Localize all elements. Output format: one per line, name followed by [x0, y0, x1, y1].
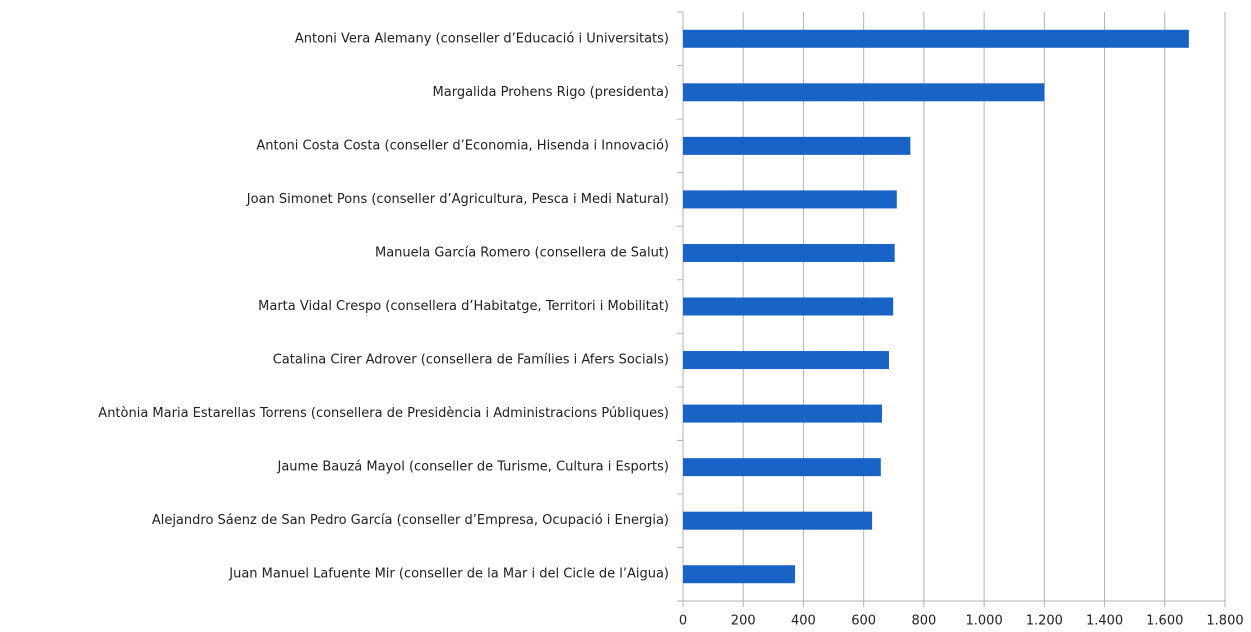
- y-tick-label: Joan Simonet Pons (conseller d’Agricultu…: [246, 192, 669, 207]
- x-tick-label: 1.000: [966, 614, 1003, 629]
- bar: [683, 404, 883, 423]
- y-tick-label: Antoni Costa Costa (conseller d’Economia…: [256, 138, 669, 153]
- y-tick-label: Antònia Maria Estarellas Torrens (consel…: [98, 406, 669, 421]
- y-tick-label: Margalida Prohens Rigo (presidenta): [433, 85, 669, 100]
- bar: [683, 511, 873, 530]
- bar: [683, 136, 911, 155]
- bar: [683, 297, 894, 316]
- x-tick-label: 600: [851, 614, 876, 629]
- bar: [683, 243, 895, 262]
- x-tick-label: 1.200: [1026, 614, 1063, 629]
- x-tick-label: 0: [679, 614, 687, 629]
- x-tick-label: 1.400: [1086, 614, 1123, 629]
- bar: [683, 351, 889, 370]
- y-tick-label: Jaume Bauzá Mayol (conseller de Turisme,…: [276, 460, 669, 475]
- y-tick-label: Antoni Vera Alemany (conseller d’Educaci…: [295, 31, 669, 46]
- y-tick-label: Catalina Cirer Adrover (consellera de Fa…: [273, 353, 669, 368]
- bar: [683, 83, 1045, 102]
- x-tick-label: 800: [911, 614, 936, 629]
- x-tick-label: 400: [791, 614, 816, 629]
- bar: [683, 190, 897, 209]
- x-tick-label: 1.600: [1146, 614, 1183, 629]
- bar: [683, 29, 1189, 48]
- y-tick-label: Marta Vidal Crespo (consellera d’Habitat…: [258, 299, 669, 314]
- x-tick-label: 200: [731, 614, 756, 629]
- bar: [683, 458, 881, 477]
- y-tick-label: Juan Manuel Lafuente Mir (conseller de l…: [228, 567, 669, 582]
- bar: [683, 565, 796, 584]
- x-tick-label: 1.800: [1206, 614, 1243, 629]
- y-tick-label: Manuela García Romero (consellera de Sal…: [375, 245, 669, 260]
- y-tick-label: Alejandro Sáenz de San Pedro García (con…: [152, 513, 669, 528]
